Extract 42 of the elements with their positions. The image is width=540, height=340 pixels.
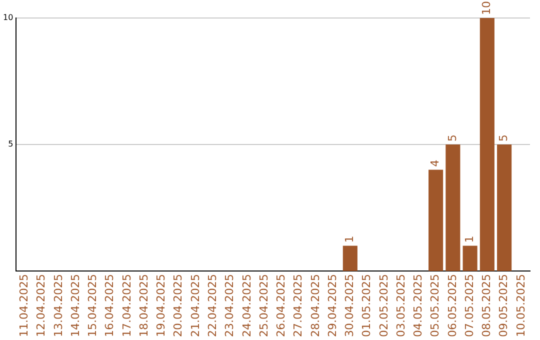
x-tick-label: 26.04.2025 (274, 274, 288, 338)
bar (446, 144, 460, 272)
data-label: 10 (480, 1, 494, 15)
x-tick-label: 24.04.2025 (240, 274, 254, 338)
bar (480, 18, 494, 272)
x-tick-label: 28.04.2025 (308, 274, 322, 338)
bar (497, 144, 512, 272)
x-tick-label: 05.05.2025 (428, 274, 442, 338)
x-tick-label: 10.05.2025 (514, 274, 528, 338)
x-tick-label: 30.04.2025 (343, 274, 356, 338)
x-tick-label: 29.04.2025 (326, 274, 339, 338)
x-tick-label: 01.05.2025 (360, 274, 374, 338)
x-tick-label: 16.04.2025 (103, 274, 116, 338)
bar (342, 246, 358, 272)
x-tick-label: 27.04.2025 (292, 274, 305, 338)
x-tick-label: 25.04.2025 (257, 274, 270, 338)
bar (462, 246, 478, 272)
data-label: 5 (497, 134, 510, 142)
x-tick-label: 02.05.2025 (377, 274, 390, 338)
data-label: 1 (462, 236, 476, 243)
x-tick-label: 23.04.2025 (223, 274, 236, 338)
data-label: 5 (446, 134, 459, 142)
x-tick-label: 22.04.2025 (206, 274, 220, 338)
x-tick-label: 13.04.2025 (52, 274, 65, 338)
x-tick-label: 21.04.2025 (188, 274, 202, 338)
x-tick-label: 08.05.2025 (480, 274, 494, 338)
x-tick-label: 20.04.2025 (172, 274, 185, 338)
x-tick-label: 07.05.2025 (462, 274, 476, 338)
x-tick-label: 15.04.2025 (86, 274, 100, 338)
x-tick-label: 11.04.2025 (18, 274, 31, 338)
data-label: 4 (428, 160, 442, 167)
x-tick-label: 19.04.2025 (154, 274, 168, 338)
x-tick-label: 03.05.2025 (394, 274, 408, 338)
x-tick-label: 14.04.2025 (68, 274, 82, 338)
x-tick-label: 12.04.2025 (34, 274, 48, 338)
x-tick-label: 09.05.2025 (497, 274, 510, 338)
x-tick-label: 04.05.2025 (412, 274, 425, 338)
x-tick-label: 06.05.2025 (446, 274, 459, 338)
x-tick-label: 18.04.2025 (137, 274, 150, 338)
bar (428, 170, 444, 272)
data-label: 1 (343, 236, 356, 243)
x-tick-label: 17.04.2025 (120, 274, 134, 338)
